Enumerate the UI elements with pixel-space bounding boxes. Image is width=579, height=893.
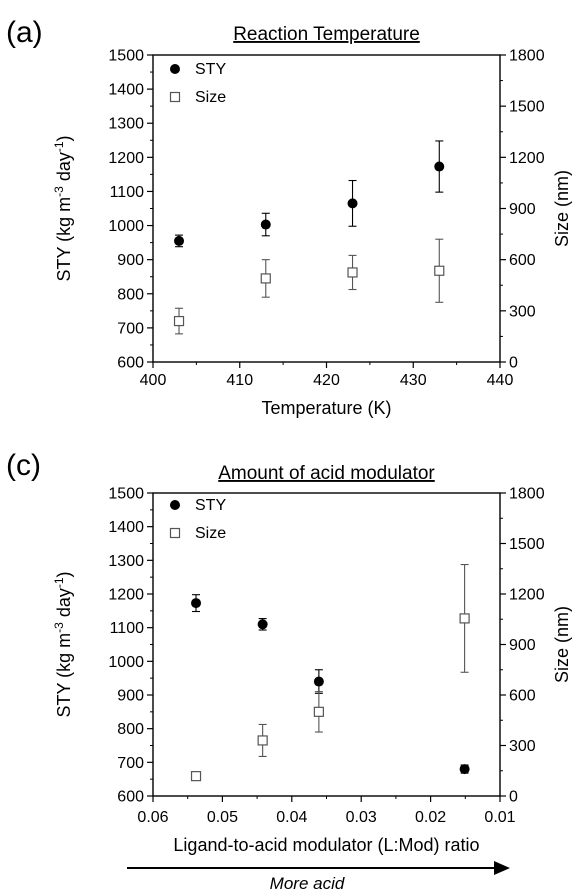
y-tick-label: 1400 xyxy=(108,519,144,536)
y2-tick-label: 1200 xyxy=(509,150,545,167)
y-axis-label-superscript: -3 xyxy=(52,622,66,633)
x-tick-label: 0.04 xyxy=(276,809,307,826)
sty-point xyxy=(434,162,444,172)
y-tick-label: 800 xyxy=(117,286,144,303)
sty-point xyxy=(460,764,470,774)
acid-arrow-head xyxy=(494,861,510,875)
y-tick-label: 1200 xyxy=(108,587,144,604)
y2-tick-label: 300 xyxy=(509,303,536,320)
legend-marker-size xyxy=(171,529,180,538)
y2-tick-label: 600 xyxy=(509,252,536,269)
y-tick-label: 1500 xyxy=(108,48,144,65)
sty-point xyxy=(314,677,324,687)
y-tick-label: 800 xyxy=(117,721,144,738)
x-tick-label: 0.05 xyxy=(207,809,238,826)
legend-label-size: Size xyxy=(195,525,226,542)
legend-label-size: Size xyxy=(195,89,226,106)
x-tick-label: 410 xyxy=(226,372,253,389)
chart-title: Amount of acid modulator xyxy=(218,463,435,484)
y-axis-label-part: STY (kg m xyxy=(54,197,74,282)
y2-tick-label: 900 xyxy=(509,637,536,654)
legend-label-sty: STY xyxy=(195,61,226,78)
size-point xyxy=(175,317,184,326)
size-point xyxy=(314,707,323,716)
y-axis-label-part: ) xyxy=(54,135,74,141)
y2-tick-label: 300 xyxy=(509,738,536,755)
size-point xyxy=(460,614,469,623)
sty-point xyxy=(261,220,271,230)
legend-label-sty: STY xyxy=(195,497,226,514)
y-axis-label-superscript: -1 xyxy=(52,577,66,588)
y-axis-label-part: day xyxy=(54,588,74,622)
y-axis-label-part: day xyxy=(54,152,74,186)
y2-tick-label: 1500 xyxy=(509,536,545,553)
y-tick-label: 900 xyxy=(117,688,144,705)
y2-tick-label: 0 xyxy=(509,789,518,806)
x-tick-label: 0.02 xyxy=(415,809,446,826)
x-tick-label: 0.01 xyxy=(484,809,515,826)
y2-axis-label: Size (nm) xyxy=(552,170,572,247)
y2-axis-label: Size (nm) xyxy=(552,606,572,683)
y2-tick-label: 0 xyxy=(509,355,518,372)
y-tick-label: 600 xyxy=(117,789,144,806)
x-tick-label: 430 xyxy=(400,372,427,389)
x-axis-label: Temperature (K) xyxy=(261,398,391,418)
size-point xyxy=(435,266,444,275)
y-tick-label: 1100 xyxy=(110,620,145,637)
y-tick-label: 700 xyxy=(117,320,144,337)
x-tick-label: 440 xyxy=(487,372,514,389)
y-axis-label-superscript: -1 xyxy=(52,141,66,152)
x-axis-label: Ligand-to-acid modulator (L:Mod) ratio xyxy=(173,835,479,855)
y-tick-label: 1000 xyxy=(108,218,144,235)
y-tick-label: 900 xyxy=(117,252,144,269)
panel-letter: (a) xyxy=(6,16,43,49)
y-axis-label-part: ) xyxy=(54,571,74,577)
chart-panel-a: (a) Reaction Temperature 600 700 800 900 1000 1… xyxy=(6,16,572,418)
y2-tick-label: 1800 xyxy=(509,486,545,503)
legend-marker-sty xyxy=(170,64,180,74)
legend-marker-size xyxy=(171,93,180,102)
acid-arrow-label: More acid xyxy=(270,874,345,893)
y-tick-label: 1500 xyxy=(108,486,144,503)
sty-point xyxy=(258,619,268,629)
y-tick-label: 1000 xyxy=(108,654,144,671)
y2-tick-label: 600 xyxy=(509,688,536,705)
y-tick-label: 600 xyxy=(117,355,144,372)
y-tick-label: 1300 xyxy=(108,116,144,133)
chart-title: Reaction Temperature xyxy=(233,24,420,45)
chart-panel-c: (c) Amount of acid modulator 600 700 800 900 1… xyxy=(6,449,572,893)
x-tick-label: 420 xyxy=(313,372,340,389)
sty-point xyxy=(174,236,184,246)
y2-tick-label: 1500 xyxy=(509,99,545,116)
panel-letter: (c) xyxy=(6,449,41,482)
x-tick-label: 0.03 xyxy=(346,809,377,826)
y-tick-label: 1100 xyxy=(110,184,145,201)
y-tick-label: 1200 xyxy=(108,150,144,167)
y2-tick-label: 1200 xyxy=(509,587,545,604)
y-tick-label: 1300 xyxy=(108,553,144,570)
y-tick-label: 1400 xyxy=(108,82,144,99)
y2-tick-label: 1800 xyxy=(509,48,545,65)
legend-marker-sty xyxy=(170,500,180,510)
size-point xyxy=(261,274,270,283)
y-tick-label: 700 xyxy=(117,755,144,772)
sty-point xyxy=(191,598,201,608)
x-tick-label: 400 xyxy=(140,372,167,389)
y-axis-label-part: STY (kg m xyxy=(54,633,74,718)
y2-tick-label: 900 xyxy=(509,201,536,218)
x-tick-label: 0.06 xyxy=(137,809,168,826)
size-point xyxy=(192,772,201,781)
y-axis-label: STY (kg m-3 day-1) xyxy=(52,135,74,281)
y-axis-label-superscript: -3 xyxy=(52,186,66,197)
size-point xyxy=(258,736,267,745)
y-axis-label: STY (kg m-3 day-1) xyxy=(52,571,74,717)
size-point xyxy=(348,268,357,277)
sty-point xyxy=(348,198,358,208)
